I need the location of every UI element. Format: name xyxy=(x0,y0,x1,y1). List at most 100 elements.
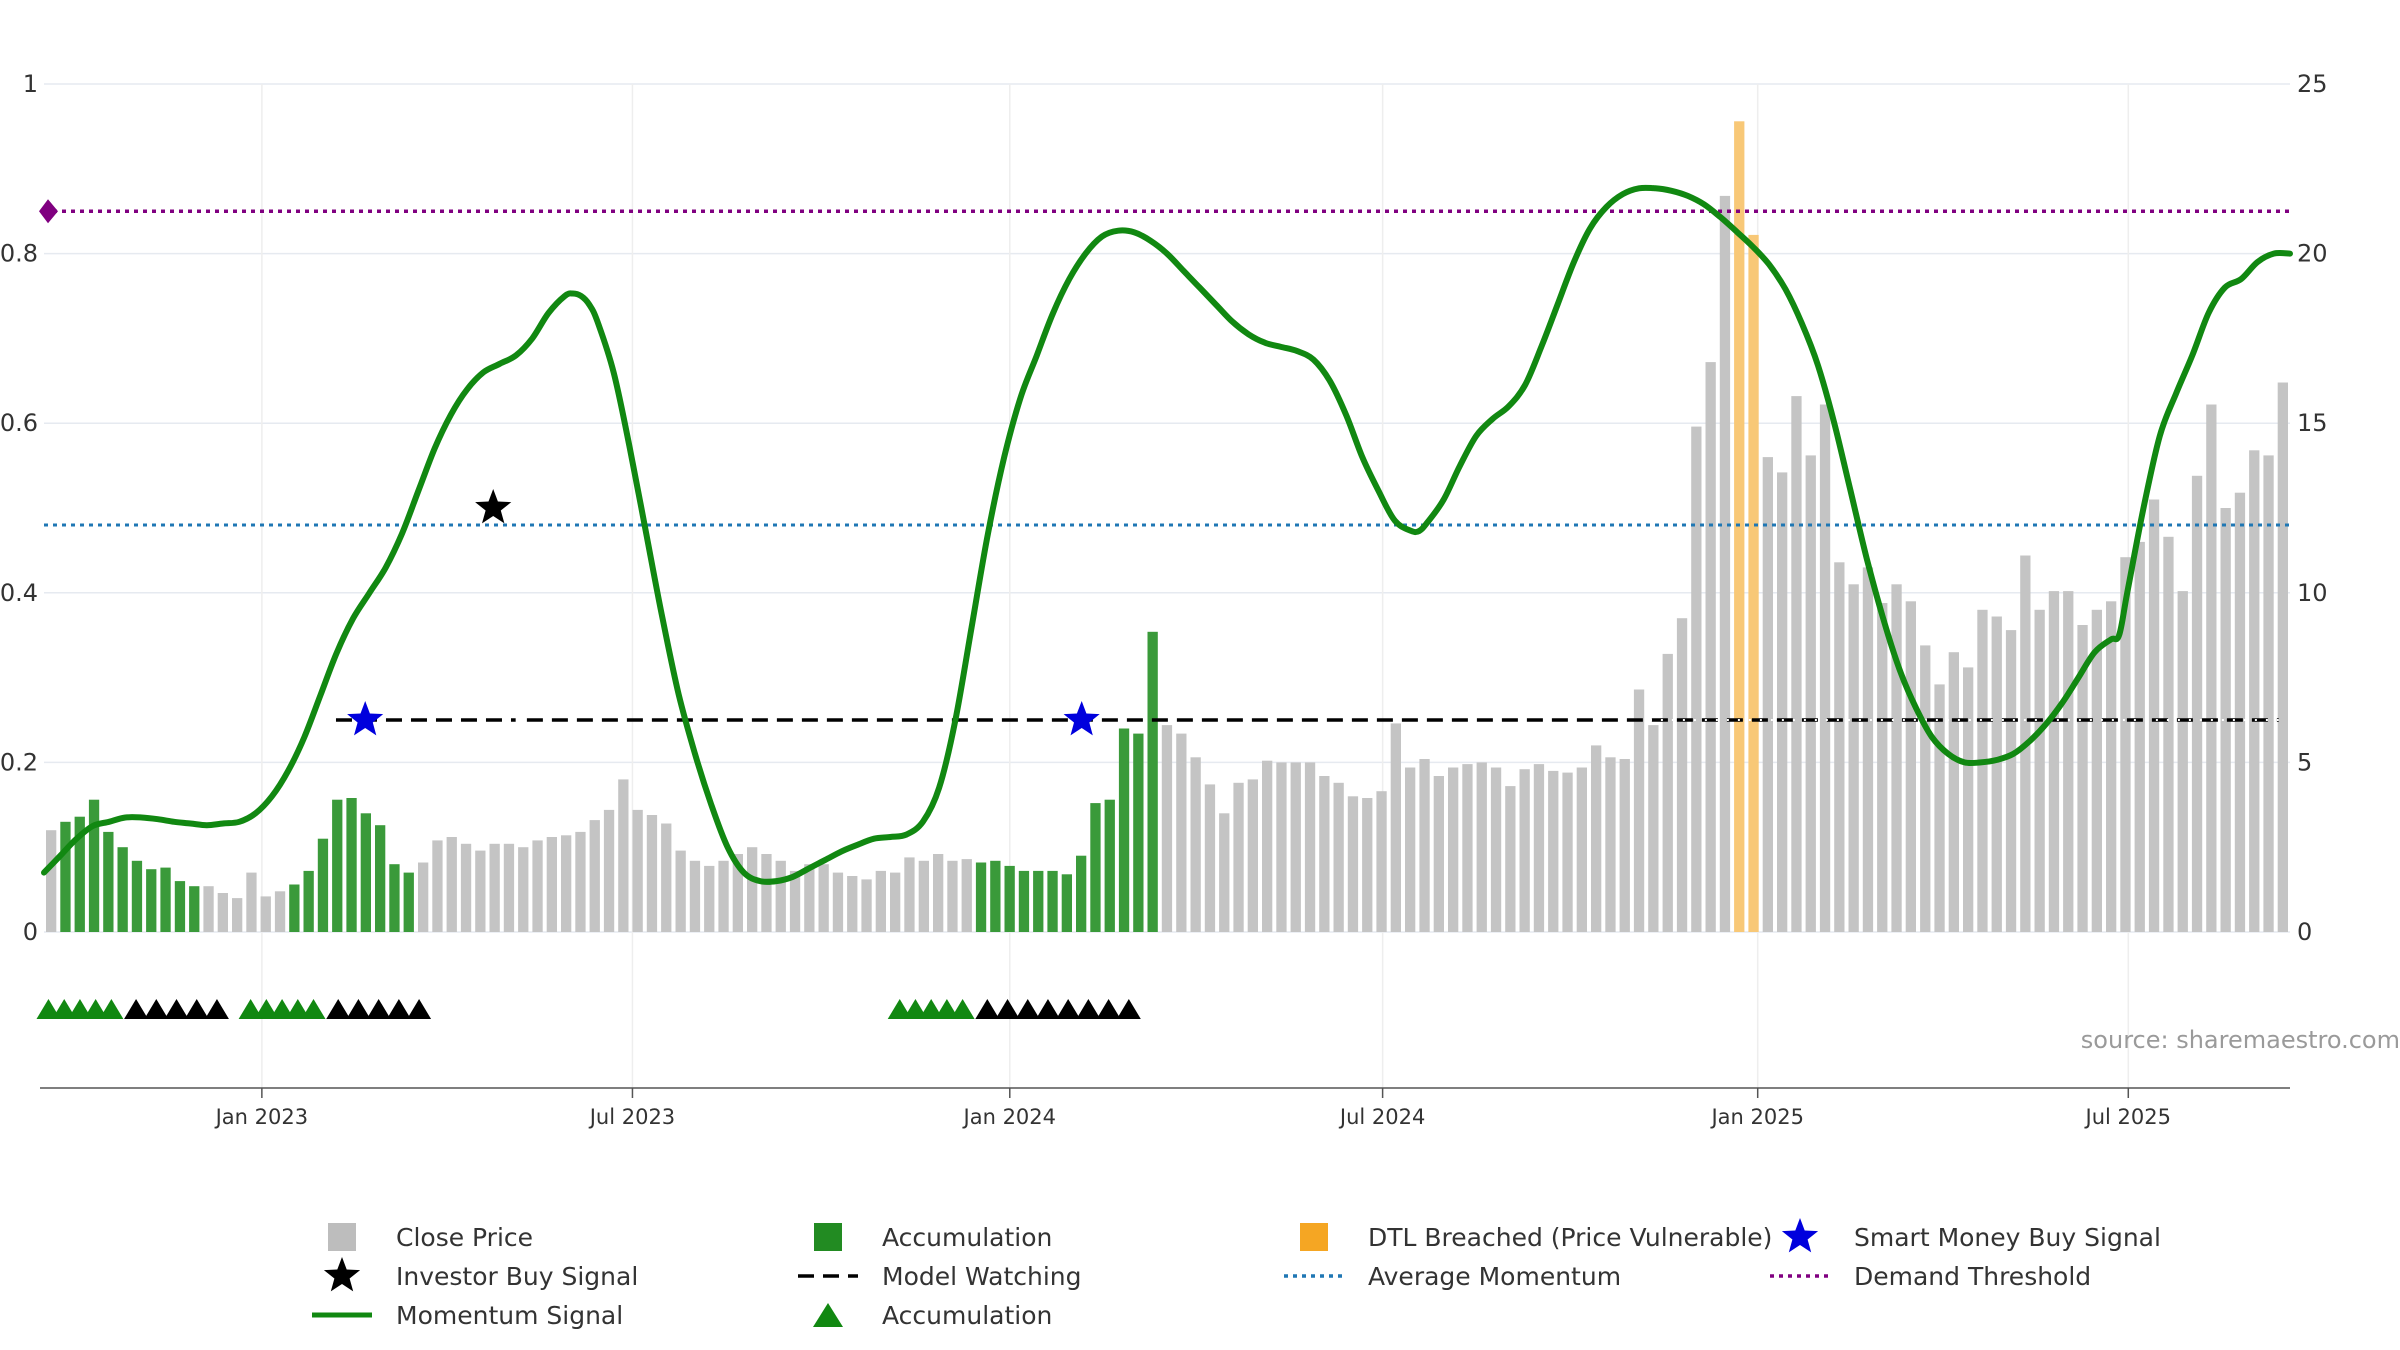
price-bar xyxy=(1619,759,1630,932)
price-bar xyxy=(1977,609,1988,932)
x-tick-label: Jul 2025 xyxy=(2084,1105,2171,1129)
accumulation-triangle xyxy=(887,999,912,1019)
price-bar xyxy=(718,860,729,932)
legend-accumulation-label: Accumulation xyxy=(882,1223,1052,1252)
legend-average-momentum-label: Average Momentum xyxy=(1368,1262,1621,1291)
price-bar xyxy=(675,850,686,932)
accumulation-bar xyxy=(1018,870,1030,932)
accumulation-bar xyxy=(1076,855,1087,932)
price-bar xyxy=(2163,536,2174,932)
watching-triangle xyxy=(386,999,411,1019)
accumulation-triangle xyxy=(254,999,279,1019)
watching-triangle xyxy=(1076,999,1101,1019)
price-bar xyxy=(1247,779,1258,932)
price-bar xyxy=(1290,762,1301,932)
smart-money-buy-star xyxy=(347,701,384,736)
watching-triangle xyxy=(975,999,1000,1019)
watching-triangle xyxy=(164,999,189,1019)
accumulation-bar xyxy=(975,862,987,932)
accumulation-bar xyxy=(1104,799,1115,932)
price-bar xyxy=(2277,382,2288,932)
price-bar xyxy=(1419,759,1430,932)
watching-triangle xyxy=(1015,999,1040,1019)
right-tick-label: 15 xyxy=(2297,409,2328,437)
watching-triangle xyxy=(1096,999,1121,1019)
price-bar xyxy=(561,835,572,932)
price-bar xyxy=(2148,499,2160,932)
price-bar xyxy=(1533,764,1545,932)
price-bar xyxy=(704,865,715,932)
right-tick-label: 10 xyxy=(2297,579,2328,607)
legend-dtl-breached-price-vulnerable-swatch xyxy=(1300,1223,1328,1251)
price-bar xyxy=(2206,404,2217,932)
smart-money-buy-star xyxy=(1063,701,1100,736)
legend-close-price-swatch xyxy=(328,1223,356,1251)
watching-triangle xyxy=(407,999,432,1019)
accumulation-triangle xyxy=(238,999,263,1019)
accumulation-triangle xyxy=(950,999,975,1019)
price-bar xyxy=(1476,762,1487,932)
accumulation-bar xyxy=(189,886,200,932)
accumulation-bar xyxy=(317,838,329,932)
price-bar xyxy=(1719,195,1731,932)
price-bar xyxy=(2177,591,2188,932)
left-tick-label: 1 xyxy=(23,70,38,98)
accumulation-bar xyxy=(131,860,143,932)
right-tick-label: 20 xyxy=(2297,240,2328,268)
legend-close-price-label: Close Price xyxy=(396,1223,533,1252)
price-bar xyxy=(1190,757,1201,932)
price-bar xyxy=(1433,776,1444,932)
accumulation-bar xyxy=(360,813,371,932)
price-bar xyxy=(1219,813,1230,932)
price-bar xyxy=(2134,541,2145,932)
price-bar xyxy=(2220,508,2231,932)
watching-triangle xyxy=(204,999,229,1019)
accumulation-bar xyxy=(60,821,71,932)
price-bar xyxy=(904,857,915,932)
legend-accumulation-label: Accumulation xyxy=(882,1301,1052,1330)
price-bar xyxy=(947,860,958,932)
price-bar xyxy=(532,840,543,932)
right-tick-label: 5 xyxy=(2297,748,2312,776)
price-bar xyxy=(1176,733,1187,932)
price-bar xyxy=(1405,767,1416,932)
price-bar xyxy=(1562,772,1573,932)
price-bar xyxy=(1920,645,1931,932)
price-bar xyxy=(432,840,443,932)
accumulation-triangle xyxy=(36,999,61,1019)
price-bar xyxy=(1791,396,1802,933)
price-bar xyxy=(789,870,801,932)
demand-threshold-marker xyxy=(39,199,58,224)
price-bar xyxy=(632,809,643,932)
price-bar xyxy=(1934,684,1945,932)
price-bar xyxy=(460,843,472,932)
legend-smart-money-buy-signal-swatch xyxy=(1781,1218,1819,1253)
price-bar xyxy=(1333,782,1344,932)
price-bar xyxy=(1548,770,1559,932)
price-bar xyxy=(1204,784,1216,932)
x-tick-label: Jan 2025 xyxy=(1709,1105,1804,1129)
price-bar xyxy=(1991,616,2002,932)
price-bar xyxy=(732,854,743,932)
watching-triangle xyxy=(124,999,149,1019)
price-bar xyxy=(661,823,672,932)
accumulation-triangle xyxy=(919,999,944,1019)
price-bar xyxy=(2048,591,2060,932)
signal-markers xyxy=(36,489,1141,1019)
price-bar xyxy=(232,898,243,932)
price-bar xyxy=(246,872,257,932)
dtl-breached-bar xyxy=(1748,234,1759,932)
price-bar xyxy=(618,779,629,932)
price-bar xyxy=(1390,723,1401,932)
accumulation-bar xyxy=(403,872,414,932)
price-bar xyxy=(1161,725,1173,932)
price-bar xyxy=(1505,786,1516,932)
x-tick-label: Jan 2023 xyxy=(214,1105,309,1129)
left-tick-label: 0.4 xyxy=(0,579,38,607)
price-bar xyxy=(761,854,772,932)
price-bar xyxy=(1834,562,1845,932)
accumulation-bar xyxy=(88,799,100,932)
price-bar xyxy=(1905,601,1916,932)
accumulation-triangle xyxy=(301,999,326,1019)
price-bar xyxy=(575,831,586,932)
